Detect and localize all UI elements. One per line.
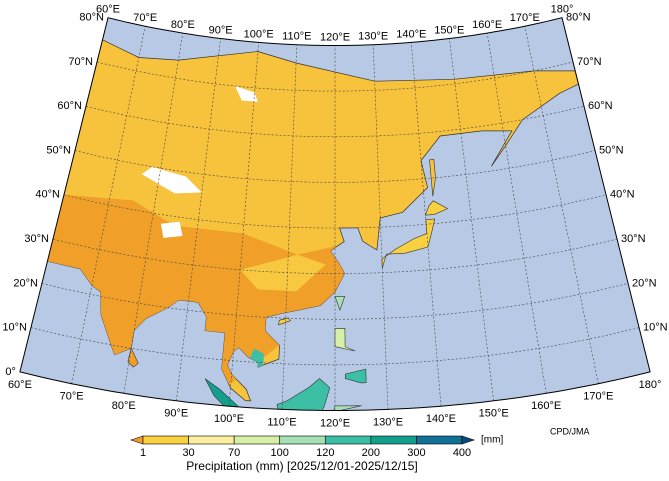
colorbar-bin bbox=[416, 435, 463, 445]
lon-label: 170°E bbox=[583, 391, 613, 403]
lat-label: 80°N bbox=[566, 12, 591, 24]
colorbar-bin bbox=[324, 435, 372, 445]
no-data bbox=[141, 166, 202, 194]
parallel bbox=[74, 150, 596, 183]
lon-label: 180° bbox=[639, 379, 662, 391]
lon-label: 60°E bbox=[8, 379, 32, 391]
island bbox=[334, 296, 346, 311]
map-area bbox=[19, 17, 651, 411]
lat-label: 70°N bbox=[68, 56, 93, 68]
lon-label: 160°E bbox=[531, 400, 561, 412]
lon-label: 100°E bbox=[244, 28, 274, 40]
lon-label: 150°E bbox=[434, 24, 464, 36]
island bbox=[276, 378, 331, 411]
parallel bbox=[52, 238, 618, 274]
lon-label: 160°E bbox=[472, 19, 502, 31]
colorbar-unit: [mm] bbox=[481, 435, 503, 446]
meridian bbox=[411, 42, 442, 407]
lon-label: 120°E bbox=[320, 417, 350, 429]
parallel bbox=[96, 61, 574, 92]
island bbox=[278, 317, 292, 326]
lon-label: 110°E bbox=[282, 31, 311, 43]
meridian bbox=[372, 44, 389, 410]
lon-label: 80°E bbox=[112, 400, 136, 412]
meridian bbox=[123, 33, 184, 394]
colorbar-tick-label: 400 bbox=[453, 447, 471, 459]
colorbar-bin bbox=[370, 435, 417, 445]
lon-label: 120°E bbox=[320, 31, 350, 43]
lat-label: 40°N bbox=[610, 189, 635, 201]
colorbar-bin bbox=[279, 435, 326, 445]
colorbar-bin bbox=[233, 435, 281, 445]
colorbar-title: Precipitation (mm) [2025/12/01-2025/12/1… bbox=[186, 459, 417, 473]
wet-region bbox=[248, 348, 264, 372]
dry-region bbox=[240, 254, 326, 292]
lat-label: 70°N bbox=[577, 56, 602, 68]
lat-label: 50°N bbox=[599, 144, 624, 156]
lon-label: 130°E bbox=[358, 31, 388, 43]
colorbar-extend-low bbox=[130, 435, 144, 445]
island bbox=[381, 218, 436, 269]
meridian bbox=[281, 44, 298, 410]
lon-label: 180° bbox=[551, 4, 574, 16]
credit: CPD/JMA bbox=[550, 426, 590, 436]
map-border bbox=[19, 17, 651, 411]
colorbar-bin bbox=[142, 435, 189, 445]
colorbar-tick-label: 30 bbox=[182, 447, 194, 459]
lon-label: 150°E bbox=[479, 408, 509, 420]
meridian bbox=[449, 38, 494, 401]
lon-label: 90°E bbox=[164, 408, 188, 420]
meridian bbox=[176, 38, 221, 401]
lat-label: 30°N bbox=[621, 233, 646, 245]
lon-label: 130°E bbox=[373, 416, 403, 428]
island bbox=[345, 368, 367, 384]
colorbar-tick-label: 200 bbox=[362, 447, 380, 459]
colorbar-tick-label: 100 bbox=[271, 447, 289, 459]
colorbar-bin bbox=[188, 435, 235, 445]
lat-label: 20°N bbox=[632, 277, 657, 289]
lat-label: 0° bbox=[5, 366, 16, 378]
lon-label: 140°E bbox=[426, 413, 456, 425]
lat-label: 10°N bbox=[2, 322, 27, 334]
lon-label: 70°E bbox=[133, 12, 157, 24]
meridian bbox=[524, 26, 599, 384]
lat-label: 10°N bbox=[643, 322, 668, 334]
lon-label: 100°E bbox=[214, 413, 244, 425]
lon-label: 170°E bbox=[510, 12, 540, 24]
lon-label: 70°E bbox=[60, 391, 84, 403]
lat-label: 20°N bbox=[13, 277, 38, 289]
parallel bbox=[63, 194, 607, 229]
no-data bbox=[160, 221, 183, 238]
parallel bbox=[41, 283, 629, 320]
lon-label: 60°E bbox=[96, 4, 120, 16]
meridian bbox=[486, 33, 547, 394]
colorbar-extend-high bbox=[461, 435, 475, 445]
island bbox=[334, 327, 356, 352]
meridian bbox=[71, 26, 146, 384]
lon-label: 140°E bbox=[396, 28, 426, 40]
lon-label: 110°E bbox=[267, 416, 296, 428]
island bbox=[424, 200, 449, 216]
colorbar-tick-label: 300 bbox=[407, 447, 425, 459]
no-data bbox=[235, 86, 258, 102]
lat-label: 60°N bbox=[588, 100, 613, 112]
colorbar-tick-label: 1 bbox=[140, 447, 146, 459]
lon-label: 80°E bbox=[171, 19, 195, 31]
meridian bbox=[228, 42, 259, 407]
lat-label: 30°N bbox=[24, 233, 49, 245]
colorbar-tick-label: 70 bbox=[228, 447, 240, 459]
island bbox=[329, 405, 362, 411]
lat-label: 40°N bbox=[35, 189, 60, 201]
colorbar-tick-label: 120 bbox=[316, 447, 334, 459]
lat-label: 50°N bbox=[46, 144, 71, 156]
lon-label: 90°E bbox=[209, 24, 233, 36]
lat-label: 60°N bbox=[57, 100, 82, 112]
lat-label: 80°N bbox=[79, 12, 104, 24]
